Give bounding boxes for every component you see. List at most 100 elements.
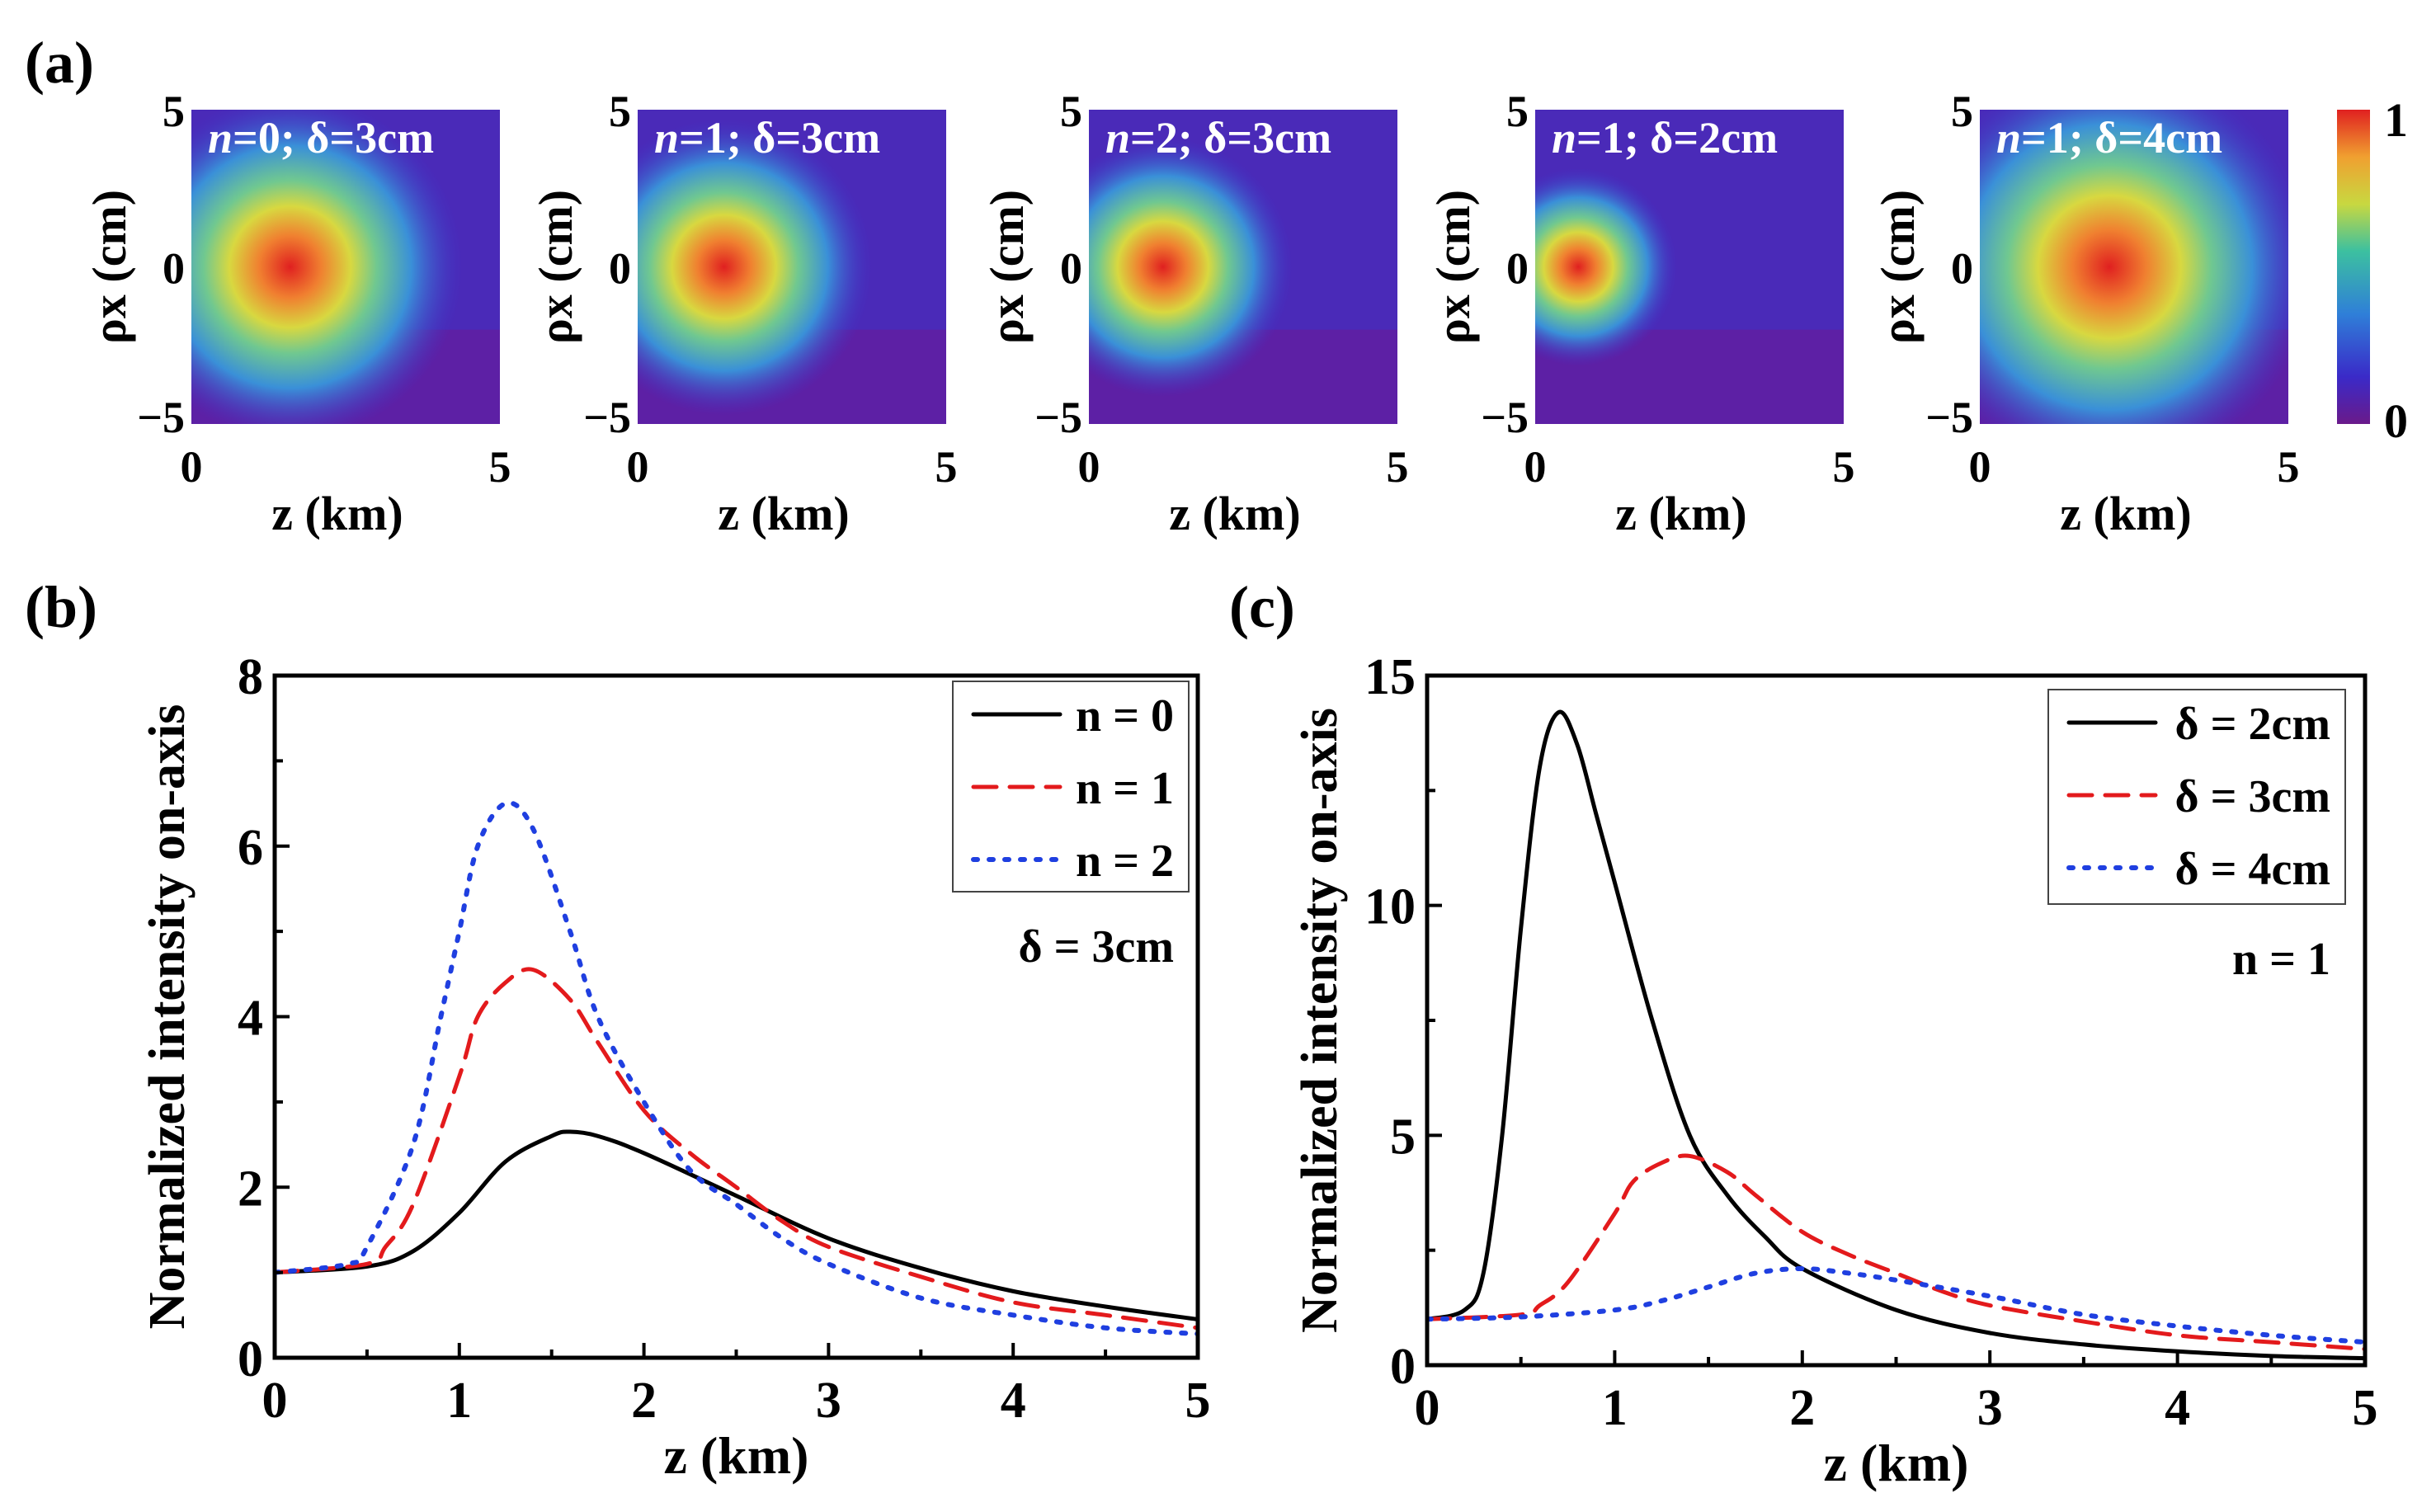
heatmap-title-rest: =0; δ=3cm [233,113,434,163]
legend-label-0: δ = 2cm [2175,699,2330,750]
legend-label-1: n = 1 [1076,763,1174,814]
y-tick-label: 15 [1364,649,1416,705]
heatmap-xtick: 0 [1524,442,1547,492]
heatmap-title-rest: =1; δ=2cm [1576,113,1778,163]
heatmap-ylabel: ρx (cm) [82,190,136,344]
heatmap-title: n=1; δ=3cm [654,113,880,163]
chart-b: 0 1 2 3 4 5 0 2 4 6 8 z (km) Normalized intensity on… [139,649,1211,1485]
heatmap-intensity-spot [638,110,946,424]
panel-label-b: (b) [25,574,97,640]
heatmap-title-rest: =1; δ=4cm [2021,113,2222,163]
legend-label-1: δ = 3cm [2175,771,2330,822]
heatmap-title-rest: =1; δ=3cm [679,113,880,163]
x-tick-label: 4 [1001,1373,1026,1429]
legend-label-0: n = 0 [1076,690,1174,742]
x-tick-label: 5 [1185,1373,1211,1429]
heatmap-title-n: n [1996,113,2021,163]
heatmap-ytick: 0 [609,244,631,294]
heatmap-xlabel: z (km) [2060,487,2191,540]
legend: δ = 2cm δ = 3cm δ = 4cm [2047,689,2346,905]
x-tick-label: 4 [2165,1380,2190,1436]
heatmap-xlabel: z (km) [1169,487,1300,540]
y-axis-label: Normalized intensity on-axis [139,704,196,1330]
heatmap-title: n=0; δ=3cm [208,113,434,163]
series-line-0 [1427,709,2365,1361]
colorbar-max-label: 1 [2384,93,2408,147]
heatmap-title-n: n [654,113,679,163]
heatmap-ytick: −5 [1481,393,1529,442]
heatmap-title-n: n [208,113,233,163]
heatmap-xlabel: z (km) [718,487,849,540]
x-axis-label: z (km) [1824,1434,1969,1492]
heatmap-intensity-spot [1089,110,1397,424]
legend: n = 0 n = 1 n = 2 [952,681,1190,893]
series-line-2 [275,800,1198,1337]
x-tick-label: 0 [262,1373,288,1429]
heatmap-title-n: n [1105,113,1130,163]
heatmap-ytick: 0 [1060,244,1082,294]
x-tick-label: 2 [1789,1380,1815,1436]
annotation: n = 1 [2232,934,2330,985]
panel-label-a: (a) [25,30,94,96]
heatmap-ytick: 0 [1951,244,1973,294]
heatmap-xtick: 0 [627,442,649,492]
series-line-2 [1427,1265,2365,1345]
heatmap-ylabel: ρx (cm) [529,190,582,344]
heatmap-title: n=1; δ=4cm [1996,113,2222,163]
series-line-1 [275,967,1198,1331]
heatmap-ytick: 5 [1951,87,1973,136]
x-tick-label: 3 [1977,1380,2003,1436]
colorbar-gradient [2337,110,2370,424]
heatmap-ylabel: ρx (cm) [1871,190,1925,344]
heatmap-xtick: 5 [1833,442,1855,492]
x-tick-label: 3 [816,1373,841,1429]
x-tick-label: 2 [631,1373,657,1429]
y-tick-label: 0 [238,1331,263,1387]
heatmap-ytick: 5 [609,87,631,136]
series-line-1 [1427,1153,2365,1351]
heatmap-title: n=1; δ=2cm [1552,113,1778,163]
heatmap-intensity-spot [1535,110,1844,424]
heatmap-ytick: 0 [163,244,185,294]
heatmap-title-rest: =2; δ=3cm [1130,113,1331,163]
heatmap-xtick: 0 [181,442,203,492]
y-tick-label: 6 [238,820,263,876]
y-tick-label: 8 [238,649,263,705]
y-tick-label: 5 [1390,1109,1416,1165]
heatmap-ytick: −5 [583,393,631,442]
heatmap-ytick: −5 [137,393,185,442]
heatmap-xtick: 0 [1078,442,1100,492]
heatmap-xtick: 5 [2278,442,2300,492]
y-axis-label: Normalized intensity on-axis [1292,708,1348,1333]
colorbar: 1 0 [2337,93,2408,448]
y-tick-label: 2 [238,1161,263,1217]
x-axis-label: z (km) [664,1426,809,1485]
heatmap-ylabel: ρx (cm) [1426,190,1480,344]
heatmap-xtick: 5 [935,442,958,492]
heatmap-xlabel: z (km) [271,487,403,540]
legend-label-2: δ = 4cm [2175,844,2330,895]
legend-box [2047,689,2346,905]
heatmap-ytick: 5 [1060,87,1082,136]
legend-label-2: n = 2 [1076,836,1174,887]
heatmap-title-n: n [1552,113,1576,163]
x-tick-label: 5 [2353,1380,2378,1436]
heatmap-title: n=2; δ=3cm [1105,113,1331,163]
heatmap-ytick: −5 [1925,393,1973,442]
heatmap-intensity-spot [1980,110,2288,424]
x-tick-label: 1 [1602,1380,1628,1436]
heatmap-intensity-spot [191,110,500,424]
colorbar-min-label: 0 [2384,394,2408,448]
y-tick-label: 0 [1390,1339,1416,1395]
series-line-0 [275,1129,1198,1321]
annotation: δ = 3cm [1019,921,1174,973]
x-tick-label: 1 [446,1373,472,1429]
heatmap-ytick: −5 [1034,393,1082,442]
